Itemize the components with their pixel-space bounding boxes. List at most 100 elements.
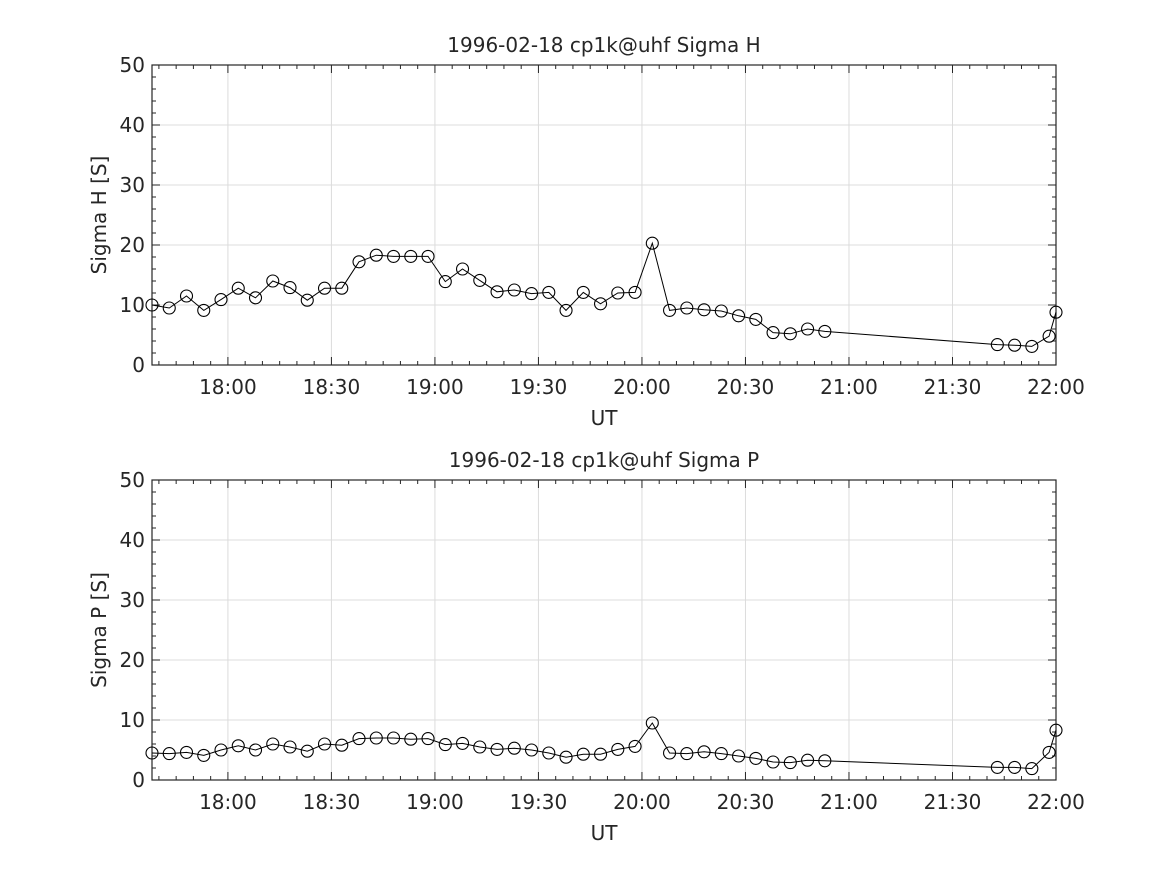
data-point-marker — [248, 743, 263, 757]
data-point-marker — [214, 743, 228, 757]
x-tick-label: 21:30 — [924, 375, 982, 399]
x-tick-label: 22:00 — [1027, 790, 1085, 814]
data-point-marker — [507, 741, 521, 755]
y-axis-label: Sigma H [S] — [87, 156, 111, 275]
data-point-marker — [576, 285, 590, 299]
data-point-marker — [145, 746, 159, 760]
y-axis-label: Sigma P [S] — [87, 572, 111, 688]
data-point-marker — [818, 324, 832, 338]
y-tick-label: 50 — [120, 468, 145, 492]
x-tick-label: 19:30 — [510, 790, 568, 814]
data-point-marker — [266, 737, 280, 751]
data-point-marker — [145, 298, 159, 312]
data-point-marker — [559, 303, 573, 317]
data-point-marker — [490, 742, 504, 756]
x-axis-label: UT — [591, 821, 619, 845]
chart-title: 1996-02-18 cp1k@uhf Sigma P — [449, 448, 759, 472]
data-point-marker — [231, 281, 245, 295]
x-tick-label: 21:00 — [820, 375, 878, 399]
data-point-marker — [749, 312, 763, 326]
series-line — [151, 722, 1057, 770]
data-point-marker — [524, 287, 539, 301]
data-point-marker — [542, 285, 556, 299]
ticks: 0 10 20 30 40 50 18:00 18:30 19:00 19:30 20:00 20:3… — [120, 468, 1085, 814]
chart-panel-sigma-p: 1996-02-18 cp1k@uhf Sigma P Sigma P [S] … — [87, 448, 1085, 845]
data-point-marker — [628, 285, 642, 299]
y-tick-label: 20 — [120, 648, 145, 672]
data-point-marker — [248, 291, 263, 305]
data-point-marker — [214, 293, 228, 307]
data-point-marker — [162, 747, 176, 761]
data-point-marker — [990, 338, 1004, 352]
chart-title: 1996-02-18 cp1k@uhf Sigma H — [447, 33, 760, 57]
x-tick-label: 19:00 — [406, 790, 464, 814]
data-point-marker — [438, 738, 452, 752]
y-tick-label: 0 — [132, 353, 145, 377]
data-point-marker — [1025, 339, 1039, 353]
data-point-marker — [714, 747, 728, 761]
data-point-marker — [317, 737, 332, 751]
y-tick-label: 10 — [120, 293, 145, 317]
data-point-marker — [300, 744, 314, 758]
data-point-marker — [473, 273, 487, 287]
data-point-marker — [438, 275, 452, 289]
data-point-marker — [1008, 760, 1022, 774]
data-point-marker — [524, 743, 539, 757]
grid — [152, 65, 1056, 365]
data-point-marker — [697, 745, 711, 759]
data-point-marker — [162, 301, 176, 315]
plot-frame — [151, 479, 1057, 781]
data-point-marker — [611, 742, 625, 756]
data-point-marker — [783, 756, 797, 770]
data-point-marker — [283, 740, 297, 754]
data-point-marker — [300, 293, 314, 307]
plot-frame — [151, 64, 1057, 366]
data-point-marker — [1025, 762, 1039, 776]
data-point-marker — [335, 738, 349, 752]
data-point-marker — [645, 716, 659, 730]
series-line — [151, 241, 1057, 347]
data-point-marker — [1008, 338, 1022, 352]
data-point-marker — [611, 286, 625, 300]
data-point-marker — [404, 249, 418, 263]
data-point-marker — [732, 309, 746, 323]
data-point-marker — [266, 274, 280, 288]
data-point-marker — [559, 750, 573, 764]
data-point-marker — [179, 289, 194, 303]
y-tick-label: 40 — [120, 113, 145, 137]
data-point-marker — [593, 747, 608, 761]
chart-panel-sigma-h: 1996-02-18 cp1k@uhf Sigma H Sigma H [S] … — [87, 33, 1085, 430]
data-point-marker — [593, 297, 608, 311]
data-point-marker — [1049, 723, 1063, 737]
x-tick-label: 18:30 — [303, 375, 361, 399]
data-point-marker — [283, 281, 297, 295]
data-point-marker — [197, 748, 211, 762]
y-tick-label: 30 — [120, 173, 145, 197]
y-tick-label: 50 — [120, 53, 145, 77]
data-point-marker — [455, 736, 470, 750]
x-tick-label: 18:00 — [199, 375, 257, 399]
x-tick-label: 21:30 — [924, 790, 982, 814]
data-point-marker — [197, 303, 211, 317]
data-point-marker — [663, 303, 677, 317]
data-point-marker — [317, 281, 332, 295]
x-tick-label: 20:30 — [717, 790, 775, 814]
data-point-marker — [645, 236, 659, 250]
data-point-marker — [455, 262, 470, 276]
data-point-marker — [818, 754, 832, 768]
data-point-marker — [369, 248, 383, 262]
data-point-marker — [663, 746, 677, 760]
data-point-marker — [628, 739, 642, 753]
y-tick-label: 10 — [120, 708, 145, 732]
data-point-marker — [404, 732, 418, 746]
x-tick-label: 21:00 — [820, 790, 878, 814]
x-tick-label: 19:00 — [406, 375, 464, 399]
x-tick-label: 20:00 — [613, 790, 671, 814]
data-point-marker — [352, 732, 366, 746]
data-point-marker — [801, 753, 815, 767]
data-point-marker — [1042, 329, 1056, 343]
grid — [152, 480, 1056, 780]
data-point-marker — [766, 326, 780, 340]
x-tick-label: 20:30 — [717, 375, 775, 399]
